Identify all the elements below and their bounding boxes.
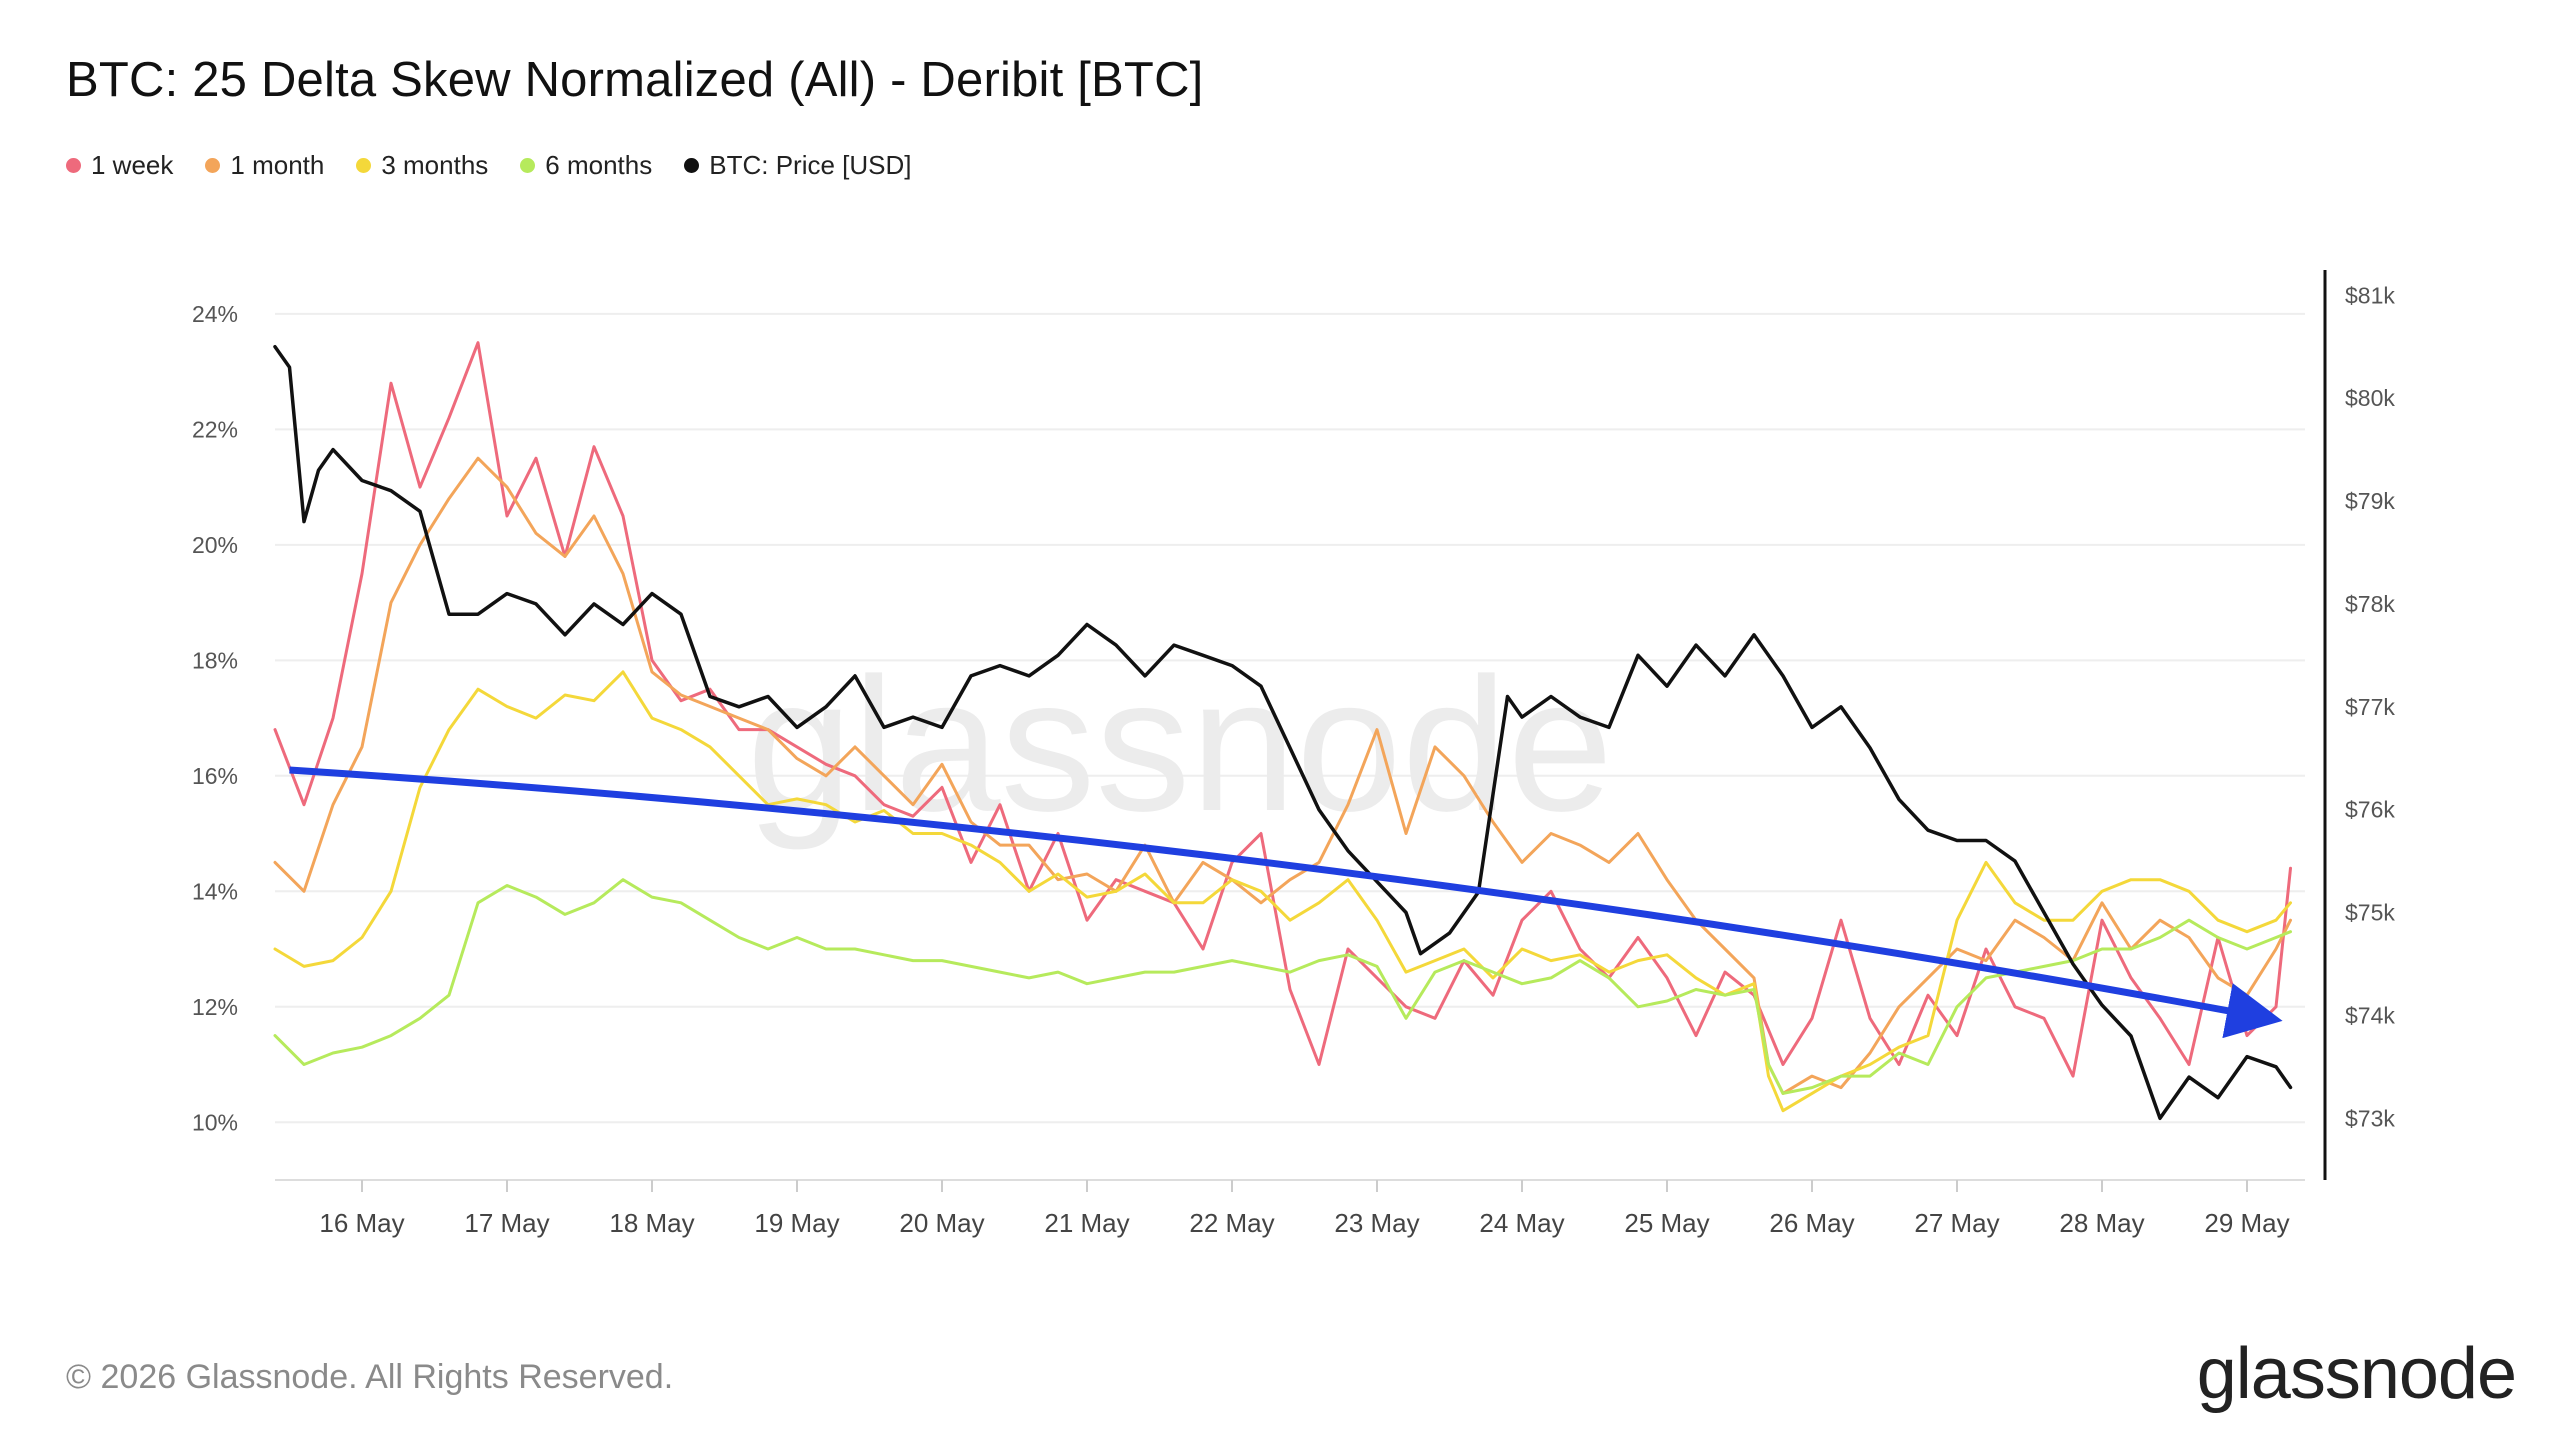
legend-dot-1-week	[66, 158, 81, 173]
trend-arrow	[289, 766, 2283, 1039]
legend: 1 week 1 month 3 months 6 months BTC: Pr…	[66, 150, 912, 181]
legend-dot-3-months	[356, 158, 372, 173]
y-right-tick-label: $73k	[2345, 1105, 2395, 1131]
legend-label-3-months: 3 months	[381, 150, 489, 180]
x-tick-label: 17 May	[464, 1208, 549, 1238]
legend-item-3-months[interactable]: 3 months	[356, 150, 488, 181]
legend-label-6-months: 6 months	[545, 150, 653, 180]
legend-label-1-month: 1 month	[230, 150, 325, 180]
y-left-tick-label: 20%	[192, 532, 238, 558]
legend-label-btc-price: BTC: Price [USD]	[709, 150, 912, 180]
y-right-tick-label: $79k	[2345, 488, 2395, 514]
legend-dot-1-month	[205, 158, 221, 173]
y-right-tick-label: $81k	[2345, 282, 2395, 308]
x-tick-label: 25 May	[1624, 1208, 1709, 1238]
x-tick-label: 21 May	[1044, 1208, 1129, 1238]
x-tick-label: 18 May	[609, 1208, 694, 1238]
chart: glassnode 10%12%14%16%18%20%22%24%$73k$7…	[192, 270, 2395, 1238]
x-tick-label: 26 May	[1769, 1208, 1854, 1238]
x-tick-label: 24 May	[1479, 1208, 1564, 1238]
y-right-tick-label: $74k	[2345, 1002, 2395, 1028]
legend-item-6-months[interactable]: 6 months	[520, 150, 652, 181]
y-right-tick-label: $76k	[2345, 797, 2395, 823]
series-line-3-months	[273, 670, 2292, 1113]
legend-label-1-week: 1 week	[91, 150, 174, 180]
legend-item-btc-price[interactable]: BTC: Price [USD]	[684, 150, 912, 181]
y-left-tick-label: 24%	[192, 301, 238, 327]
y-left-tick-label: 14%	[192, 878, 238, 904]
chart-title: BTC: 25 Delta Skew Normalized (All) - De…	[66, 53, 1204, 107]
y-right-tick-label: $75k	[2345, 900, 2395, 926]
y-right-tick-label: $77k	[2345, 694, 2395, 720]
annotations	[289, 766, 2283, 1039]
legend-item-1-week[interactable]: 1 week	[66, 150, 173, 181]
y-left-tick-label: 16%	[192, 763, 238, 789]
x-tick-label: 22 May	[1189, 1208, 1274, 1238]
y-left-tick-label: 12%	[192, 994, 238, 1020]
copyright-footer: © 2026 Glassnode. All Rights Reserved.	[66, 1358, 674, 1396]
x-tick-label: 29 May	[2204, 1208, 2289, 1238]
glassnode-logo[interactable]: glassnode	[2196, 1334, 2517, 1414]
y-left-tick-label: 10%	[192, 1109, 238, 1135]
x-tick-label: 27 May	[1914, 1208, 1999, 1238]
y-left-tick-label: 18%	[192, 647, 238, 673]
x-tick-label: 19 May	[754, 1208, 839, 1238]
x-tick-label: 28 May	[2059, 1208, 2144, 1238]
x-tick-label: 16 May	[319, 1208, 404, 1238]
x-tick-label: 23 May	[1334, 1208, 1419, 1238]
y-left-tick-label: 22%	[192, 416, 238, 442]
grid	[275, 312, 2305, 1124]
x-tick-label: 20 May	[899, 1208, 984, 1238]
legend-dot-btc-price	[684, 158, 700, 173]
legend-item-1-month[interactable]: 1 month	[205, 150, 324, 181]
legend-dot-6-months	[520, 158, 536, 173]
series-line-1-month	[273, 456, 2292, 1095]
axes: 10% 12% 14% 16% 18% 20% 22% 24% $73k $74k $75k $76k…	[192, 270, 2395, 1238]
y-right-tick-label: $78k	[2345, 591, 2395, 617]
series-group	[273, 341, 2293, 1121]
series-line-1-week	[273, 341, 2292, 1078]
series-line-btc-price	[273, 344, 2293, 1121]
y-right-tick-label: $80k	[2345, 385, 2395, 411]
series-line-6-months	[273, 878, 2292, 1095]
